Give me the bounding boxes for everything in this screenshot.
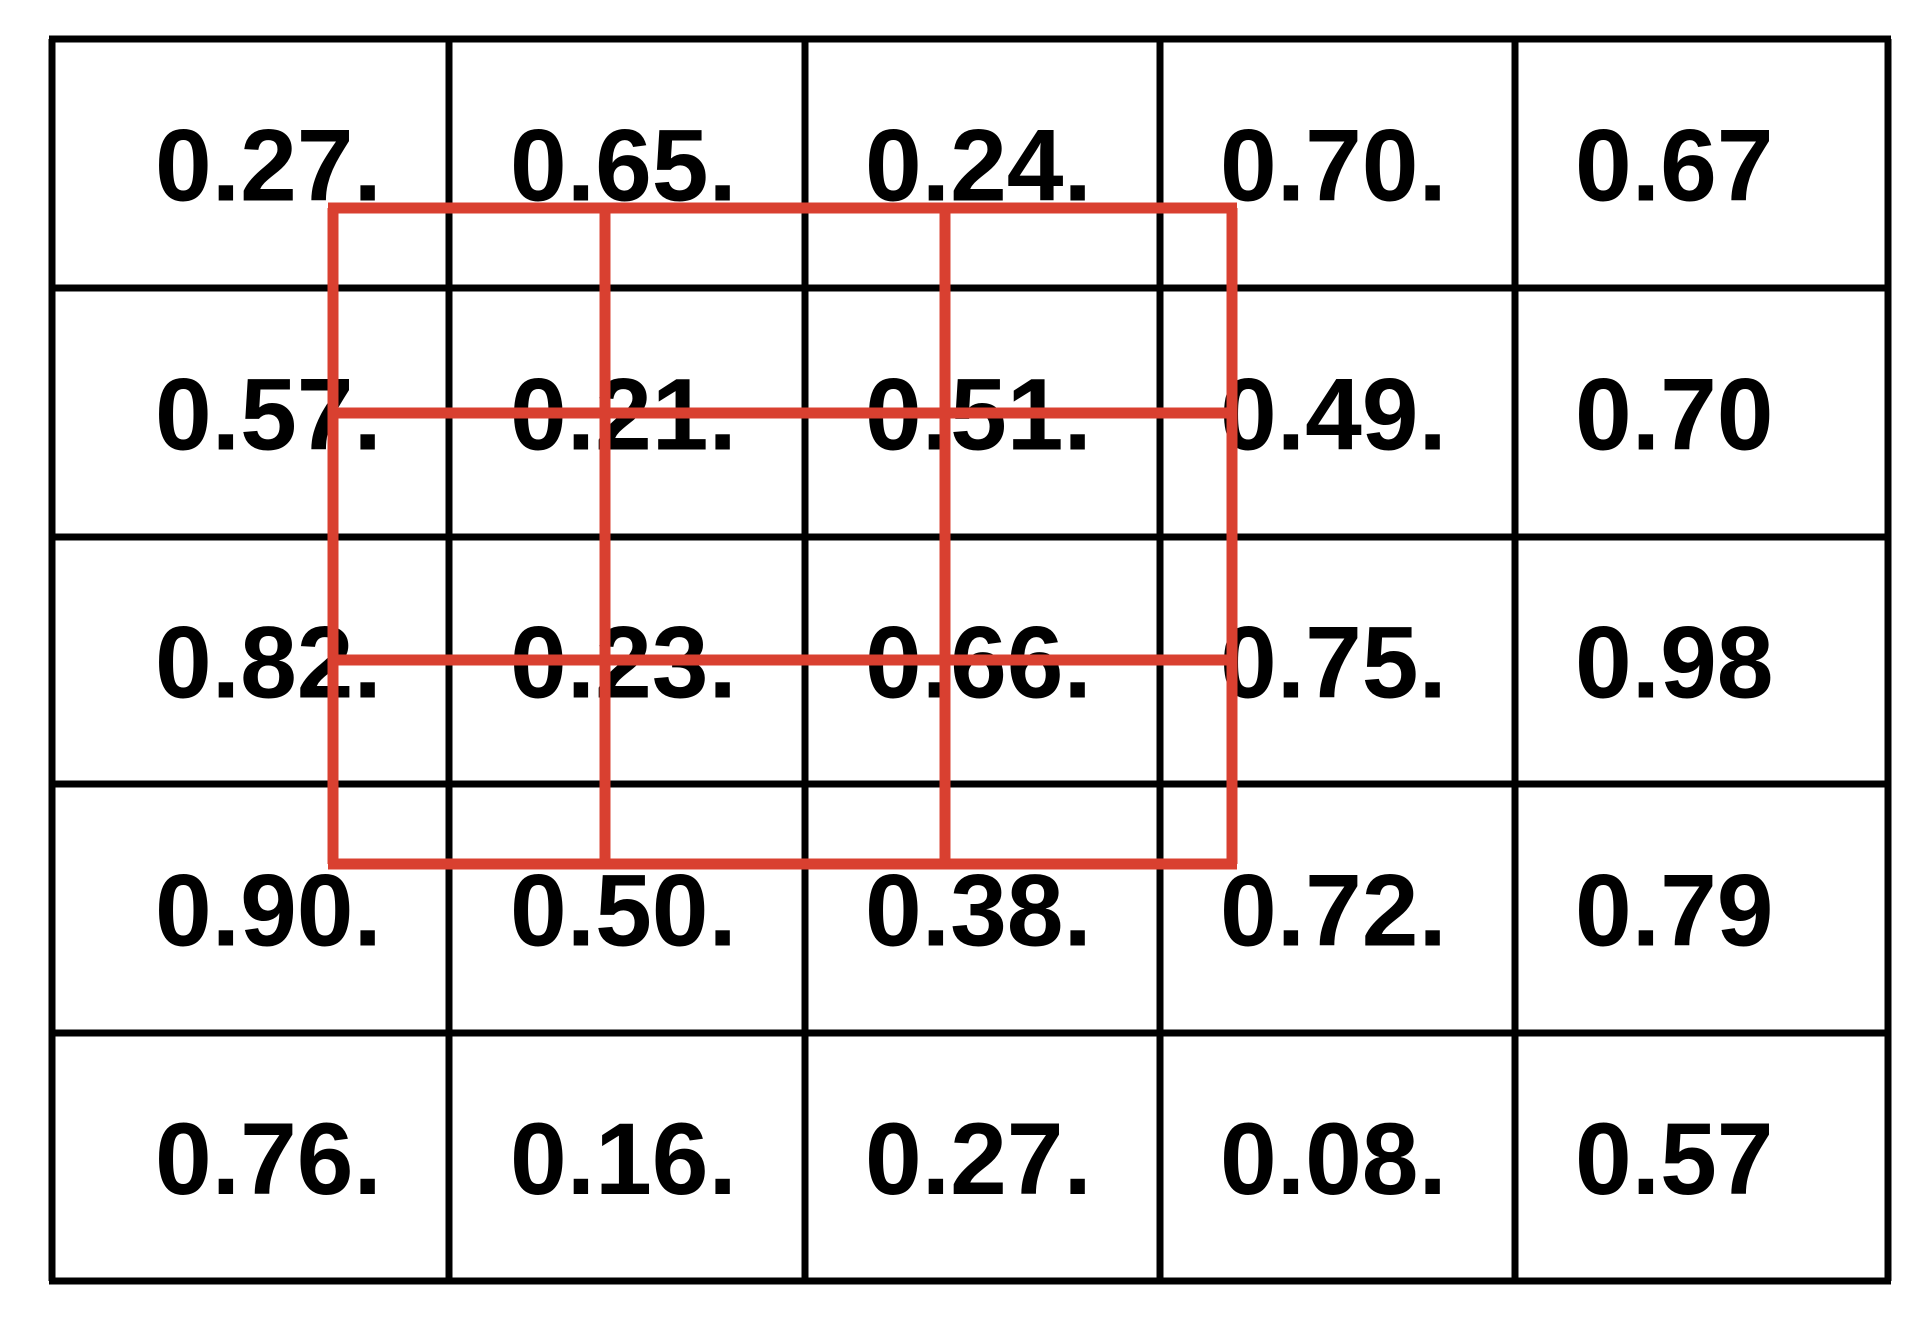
grid-cell-value: 0.27. — [865, 1102, 1092, 1216]
grid-cell-value: 0.72. — [1220, 854, 1447, 968]
red-overlay-grid — [327, 202, 1238, 870]
grid-cell-value: 0.57 — [1575, 1102, 1774, 1216]
grid-cell-value: 0.70. — [1220, 109, 1447, 223]
grid-cell-value: 0.67 — [1575, 109, 1774, 223]
grid-cell-value: 0.50. — [510, 854, 737, 968]
grid-cell-value: 0.90. — [155, 854, 382, 968]
grid-cell-value: 0.16. — [510, 1102, 737, 1216]
grid-cell-value: 0.08. — [1220, 1102, 1447, 1216]
grid-cell-value: 0.70 — [1575, 358, 1774, 472]
grid-cell-value: 0.76. — [155, 1102, 382, 1216]
grid-cell-value: 0.38. — [865, 854, 1092, 968]
grid-cell-value: 0.79 — [1575, 854, 1774, 968]
grid-cell-value: 0.98 — [1575, 606, 1774, 720]
grid-cell-value: 0.49. — [1220, 358, 1447, 472]
grid-cell-value: 0.75. — [1220, 606, 1447, 720]
